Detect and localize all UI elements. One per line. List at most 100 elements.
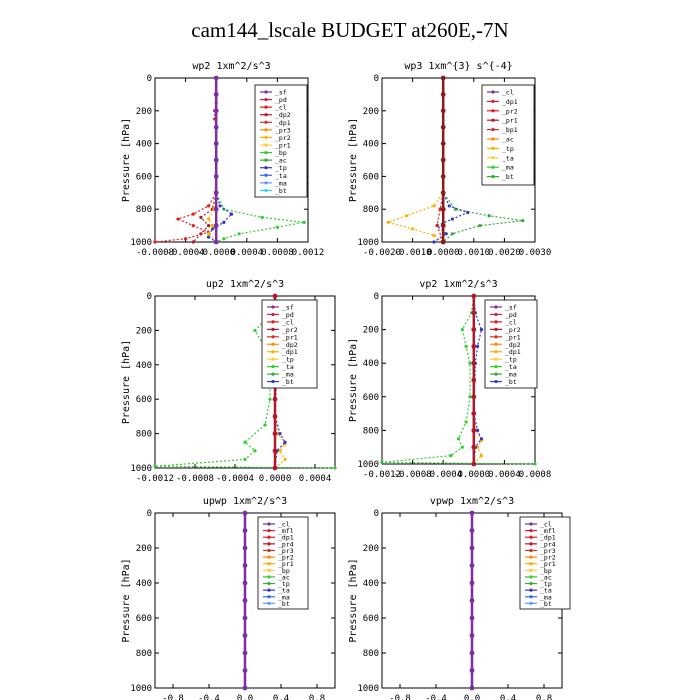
legend: _sf_pd_cl_pr2_pr1_dp2_dp1_tp_ta_ma_bt xyxy=(484,299,538,389)
data-point xyxy=(191,212,195,216)
legend-entry: _ma xyxy=(275,179,287,187)
legend-marker xyxy=(264,128,268,132)
x-tick-label: 0.0008 xyxy=(261,248,294,258)
data-point xyxy=(242,545,248,551)
data-point xyxy=(242,650,248,656)
legend-marker xyxy=(264,143,268,147)
legend: _cl_mfl_dp1_pr4_pr3_pr2_pr1_bp_ac_tp_ta_… xyxy=(257,516,309,610)
data-point xyxy=(476,344,480,348)
data-point xyxy=(440,206,446,212)
x-tick-label: 0.4 xyxy=(273,694,289,700)
legend-entry: _pr3 xyxy=(278,547,294,555)
legend-marker xyxy=(264,120,268,124)
legend-marker xyxy=(267,595,271,599)
subplot-5: upwp 1xm^2/s^3 Pressure [hPa] 0 200 400 600 80… xyxy=(121,496,336,700)
y-tick-label: 1000 xyxy=(357,684,379,694)
legend-marker xyxy=(491,137,495,141)
legend-entry: _bp xyxy=(278,567,290,575)
legend-entry: _ta xyxy=(540,587,552,595)
data-point xyxy=(253,328,257,332)
legend-box xyxy=(519,516,571,610)
data-point xyxy=(444,232,448,236)
data-point xyxy=(440,124,446,130)
legend-entry: _dp1 xyxy=(282,348,298,356)
subplot-6: vpwp 1xm^2/s^3 Pressure [hPa] 0 200 400 600 80… xyxy=(348,496,571,700)
legend-entry: _pd xyxy=(275,96,287,104)
x-tick-label: -0.0004 xyxy=(424,470,462,480)
series-line xyxy=(154,295,336,469)
plot-frame xyxy=(381,77,536,243)
data-point xyxy=(469,668,475,673)
x-tick-label: 0.8 xyxy=(309,694,325,700)
legend-marker xyxy=(494,357,498,361)
legend-entry: _pr2 xyxy=(282,326,298,334)
series-bt xyxy=(213,75,219,245)
data-point xyxy=(479,437,484,441)
data-point xyxy=(213,108,219,114)
legend-entry: _pr1 xyxy=(278,560,294,568)
x-tick-label: -0.0010 xyxy=(394,248,432,258)
data-point xyxy=(471,360,477,366)
data-point xyxy=(213,190,219,196)
data-point xyxy=(213,92,219,97)
y-tick-label: 200 xyxy=(136,544,152,554)
legend-marker xyxy=(529,535,533,539)
legend-marker xyxy=(267,562,271,566)
data-point xyxy=(479,454,484,458)
data-point xyxy=(333,466,337,470)
x-tick-label: 0.0020 xyxy=(488,248,521,258)
data-point xyxy=(213,157,219,163)
y-tick-label: 1000 xyxy=(130,684,152,694)
y-tick-label: 800 xyxy=(136,205,152,215)
legend-marker xyxy=(271,312,275,317)
data-point xyxy=(242,563,248,568)
legend-entry: _pr2 xyxy=(540,554,556,562)
legend-marker xyxy=(264,166,268,170)
y-tick-label: 1000 xyxy=(130,464,152,474)
x-tick-label: 0.0000 xyxy=(427,248,460,258)
legend-entry: _dp2 xyxy=(282,341,298,349)
series-bt xyxy=(242,510,248,691)
y-tick-label: 200 xyxy=(363,544,379,554)
data-point xyxy=(471,461,477,467)
legend-marker xyxy=(267,588,271,592)
data-point xyxy=(272,448,278,454)
data-point xyxy=(242,668,248,673)
x-tick-label: 0.0004 xyxy=(299,474,332,484)
legend-marker xyxy=(267,548,271,553)
legend-entry: _tp xyxy=(505,356,517,364)
legend-entry: _ta xyxy=(278,587,290,595)
data-point xyxy=(432,204,436,208)
data-point xyxy=(283,440,287,444)
data-point xyxy=(471,444,477,450)
data-point xyxy=(449,454,453,458)
subplot-title: upwp 1xm^2/s^3 xyxy=(203,496,287,507)
y-tick-label: 0 xyxy=(147,292,152,302)
x-tick-label: -0.0008 xyxy=(394,470,432,480)
subplot-title: wp2 1xm^2/s^3 xyxy=(192,61,270,72)
legend-marker xyxy=(494,342,498,346)
legend-entry: _bt xyxy=(505,378,517,386)
legend-marker xyxy=(264,97,268,102)
data-point xyxy=(272,465,278,471)
data-point xyxy=(272,293,278,299)
x-tick-label: -0.4 xyxy=(198,694,220,700)
legend-marker xyxy=(267,535,271,539)
data-point xyxy=(272,431,278,436)
legend-marker xyxy=(264,181,268,185)
legend-entry: _pd xyxy=(282,311,294,319)
figure-title: cam144_lscale BUDGET at260E,-7N xyxy=(191,18,509,42)
legend-entry: _dp1 xyxy=(278,534,294,542)
data-point xyxy=(456,437,461,441)
legend-entry: _ma xyxy=(540,593,552,601)
data-point xyxy=(469,528,475,533)
legend-entry: _pr1 xyxy=(505,333,521,341)
legend-marker xyxy=(491,90,495,94)
data-point xyxy=(242,528,248,533)
data-point xyxy=(450,232,454,236)
legend-marker xyxy=(529,581,533,586)
data-point xyxy=(176,217,180,221)
y-tick-label: 600 xyxy=(363,172,379,182)
subplot-3: up2 1xm^2/s^3 Pressure [hPa] 0 200 400 600 800… xyxy=(121,279,337,484)
legend-entry: _dp1 xyxy=(505,348,521,356)
